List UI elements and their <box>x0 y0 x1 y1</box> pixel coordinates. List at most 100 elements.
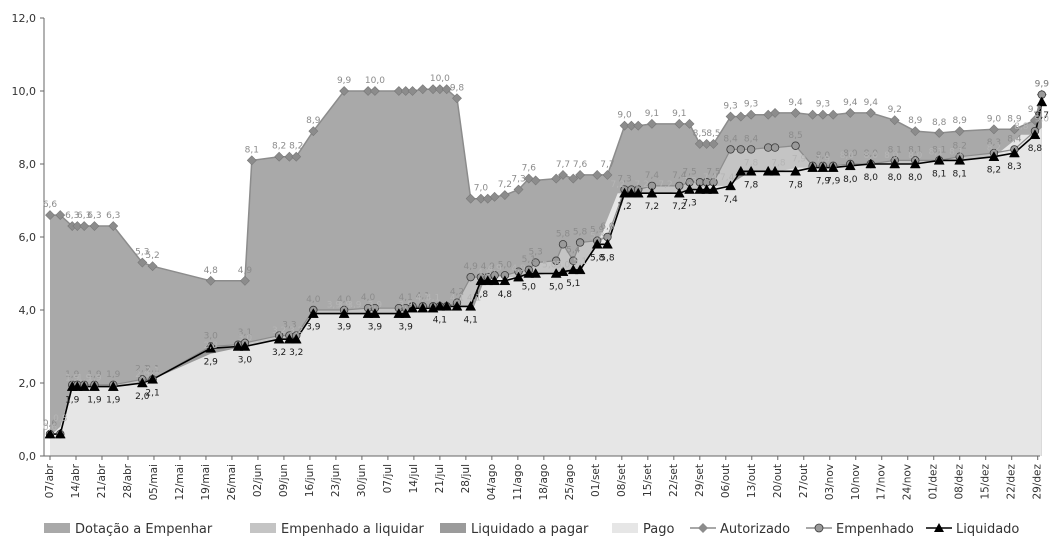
empenhado-data-label: 8,2 <box>953 142 967 152</box>
empenhado-data-label: 1,9 <box>65 370 80 380</box>
autorizado-marker <box>284 151 295 162</box>
empenhado-data-label: 7,4 <box>672 171 687 181</box>
liquidado-marker <box>673 187 685 198</box>
autorizado-data-label: 9,9 <box>337 76 352 86</box>
liquidado-data-label: 8,0 <box>888 173 903 183</box>
liquidado-marker <box>283 333 295 344</box>
liquidado-data-label: 8,0 <box>908 173 923 183</box>
pago-data-label: 3,9 <box>347 301 362 311</box>
liquidado-marker <box>735 165 747 176</box>
autorizado-marker <box>475 193 486 204</box>
empenhado-data-label: 8,3 <box>987 138 1001 148</box>
pago-data-label: 7,4 <box>720 173 735 183</box>
liquidado-data-label: 4,8 <box>498 290 513 300</box>
legend-label-liq_pagar: Liquidado a pagar <box>471 522 589 537</box>
liquidado-data-label: 3,9 <box>306 323 321 333</box>
pago-data-label: 8,2 <box>987 144 1001 154</box>
liquidado-marker <box>362 308 374 318</box>
liquidado-data-label: 7,2 <box>617 202 631 212</box>
empenhado-marker <box>558 240 568 249</box>
autorizado-data-label: 9,8 <box>450 83 465 93</box>
autorizado-marker <box>369 86 380 96</box>
liquidado-marker <box>482 275 494 286</box>
empenhado-data-label: 5,9 <box>590 226 605 236</box>
liquidado-marker <box>44 428 56 439</box>
liquidado-marker <box>232 340 244 351</box>
liquidado-marker <box>619 187 630 198</box>
empenhado-marker <box>466 272 475 282</box>
empenhado-data-label: 7,3 <box>617 175 631 185</box>
axes: 0,0 2,0 4,0 6,0 8,0 10,0 12,0 07/abr 14/abr 21/ab… <box>12 12 1044 500</box>
liquidado-marker <box>489 275 501 286</box>
liquidado-marker <box>574 264 586 275</box>
autorizado-data-label: 9,3 <box>744 100 758 110</box>
empenhado-data-label: 4,1 <box>416 291 430 301</box>
liquidado-data-label: 3,0 <box>238 356 253 366</box>
y-tick-label: 4,0 <box>19 304 37 317</box>
x-tick-label: 19/mai <box>200 464 212 500</box>
liquidado-data-label: 9,7 <box>1035 111 1049 121</box>
x-tick-label: 20/out <box>772 464 784 498</box>
liquidado-data-label: 4,8 <box>474 290 489 300</box>
empenhado-data-label: 3,1 <box>238 328 252 338</box>
pago-data-label: 5,1 <box>573 257 587 267</box>
autorizado-marker <box>626 120 637 131</box>
autorizado-marker <box>393 86 404 96</box>
pago-data-label: 8,0 <box>884 151 899 161</box>
empenhado-data-label: 7,5 <box>706 167 720 177</box>
legend-swatch-pago <box>612 523 638 533</box>
liquidado-marker <box>1036 96 1048 107</box>
autorizado-data-label: 9,2 <box>888 105 902 115</box>
series-markers <box>44 84 1048 439</box>
pago-data-label: 4,9 <box>487 264 502 274</box>
empenhado-marker <box>551 256 561 265</box>
x-tick-label: 27/out <box>798 464 810 498</box>
pago-data-label: 8,1 <box>929 147 943 157</box>
liquidado-data-label: 8,1 <box>953 169 967 179</box>
legend-label-autorizado: Autorizado <box>720 522 790 537</box>
liquidado-data-label: 2,9 <box>204 357 219 367</box>
liquidado-marker <box>988 151 1000 161</box>
autorizado-data-label: 5,2 <box>145 251 159 261</box>
liquidado-marker <box>762 165 774 176</box>
autorizado-data-label: 9,4 <box>864 98 879 108</box>
autorizado-marker <box>770 107 780 118</box>
empenhado-data-label: 4,0 <box>337 295 352 305</box>
autorizado-marker <box>988 124 999 135</box>
pago-data-label: 3,0 <box>238 334 253 344</box>
autorizado-marker <box>428 84 438 95</box>
autorizado-marker <box>339 86 350 96</box>
legend-item-empenhado: Empenhado <box>806 522 914 537</box>
liquidado-marker <box>701 184 713 194</box>
empenhado-data-label: 2,1 <box>145 364 159 374</box>
empenhado-marker <box>726 145 735 154</box>
pago-data-label: 5,0 <box>542 261 557 271</box>
autorizado-data-label: 8,9 <box>953 116 968 126</box>
liquidado-marker <box>465 300 477 311</box>
empenhado-data-label: 8,5 <box>788 131 802 141</box>
autorizado-data-label: 8,2 <box>272 142 286 152</box>
liquidado-marker <box>591 238 603 249</box>
legend-item-liquidado: Liquidado <box>926 522 1019 537</box>
pago-data-label: 1,9 <box>65 374 80 384</box>
empenhado-data-label: 9,9 <box>1035 80 1050 90</box>
empenhado-data-label: 8,4 <box>744 134 759 144</box>
liquidado-data-label: 7,9 <box>816 177 831 187</box>
liquidado-data-label: 7,3 <box>682 199 696 209</box>
autorizado-marker <box>308 126 319 137</box>
empenhado-data-label: 8,0 <box>816 151 831 161</box>
liquidado-marker <box>407 302 418 313</box>
autorizado-data-label: 9,1 <box>645 109 659 119</box>
autorizado-data-label: 7,2 <box>498 180 512 190</box>
pago-data-label: 7,9 <box>792 155 807 165</box>
legend-item-dotacao: Dotação a Empenhar <box>44 522 213 537</box>
pago-data-label: 7,2 <box>611 180 625 190</box>
autorizado-data-label: 8,5 <box>693 129 707 139</box>
pago-data-label: 1,9 <box>87 374 102 384</box>
x-tick-label: 13/out <box>746 464 758 498</box>
legend-label-pago: Pago <box>643 522 674 537</box>
empenhado-data-label: 3,3 <box>282 321 296 331</box>
autorizado-data-label: 7,6 <box>522 164 537 174</box>
autorizado-data-label: 7,6 <box>573 160 588 170</box>
